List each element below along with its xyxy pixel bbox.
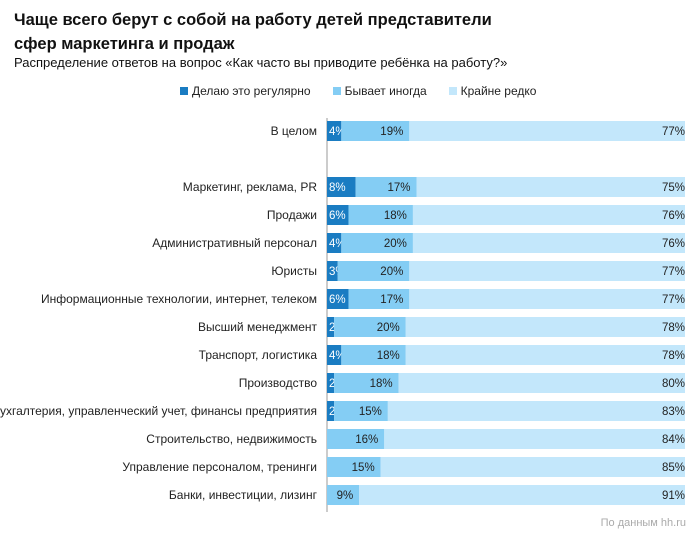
legend-label: Бывает иногда [344, 84, 427, 98]
legend-label: Крайне редко [460, 84, 537, 98]
chart-subtitle: Распределение ответов на вопрос «Как час… [14, 55, 508, 70]
bar-segment [405, 317, 685, 337]
bar-segment [334, 373, 399, 393]
bar-segment [387, 401, 685, 421]
category-label: Маркетинг, реклама, PR [183, 180, 318, 194]
bar-segment [334, 401, 388, 421]
data-label: 83% [662, 406, 685, 418]
category-label: Высший менеджмент [198, 320, 318, 334]
data-label: 15% [359, 406, 382, 418]
data-label: 77% [662, 294, 685, 306]
data-label: 16% [355, 434, 378, 446]
bar-segment [334, 317, 406, 337]
legend-item-regular: Делаю это регулярно [180, 84, 311, 98]
bar-segment [409, 289, 685, 309]
category-label: Юристы [271, 264, 317, 278]
data-label: 80% [662, 378, 685, 390]
bar-segment [327, 121, 342, 141]
legend-swatch-sometimes [332, 87, 341, 95]
bar-segment [327, 373, 335, 393]
bar-segment [348, 205, 413, 225]
data-label: 78% [662, 350, 685, 362]
data-label: 18% [384, 210, 407, 222]
category-label: Информационные технологии, интернет, тел… [41, 292, 317, 306]
data-label: 75% [662, 182, 685, 194]
data-label: 76% [662, 210, 685, 222]
data-label: 18% [370, 378, 393, 390]
bar-segment [412, 205, 685, 225]
bar-segment [327, 205, 349, 225]
data-label: 15% [352, 462, 375, 474]
bar-segment [327, 345, 342, 365]
bar-segment [327, 289, 349, 309]
data-label: 17% [387, 182, 410, 194]
bar-segment [327, 317, 335, 337]
data-label: 6% [329, 210, 346, 222]
category-label: Строительство, недвижимость [146, 432, 317, 446]
data-label: 18% [377, 350, 400, 362]
data-label: 91% [662, 490, 685, 502]
data-label: 76% [662, 238, 685, 250]
category-label: Производство [239, 376, 318, 390]
legend-swatch-regular [180, 87, 188, 95]
legend: Делаю это регулярно Бывает иногда Крайне… [180, 84, 536, 98]
legend-label: Делаю это регулярно [192, 84, 311, 98]
data-label: 17% [380, 294, 403, 306]
data-label: 19% [380, 126, 403, 138]
bar-segment [405, 345, 685, 365]
category-label: Банки, инвестиции, лизинг [169, 488, 318, 502]
bar-segment [380, 457, 685, 477]
data-label: 20% [380, 266, 403, 278]
data-label: 78% [662, 322, 685, 334]
data-label: 77% [662, 126, 685, 138]
category-label: Продажи [267, 208, 317, 222]
chart-title: Чаще всего берут с собой на работу детей… [14, 11, 492, 53]
bar-segment [327, 233, 342, 253]
bar-segment [341, 233, 413, 253]
legend-swatch-rarely [448, 87, 457, 95]
bar-segment [412, 233, 685, 253]
bar-segment [337, 261, 410, 281]
bar-segment [359, 485, 685, 505]
data-label: 8% [329, 182, 346, 194]
category-label: Транспорт, логистика [199, 348, 318, 362]
data-label: 84% [662, 434, 685, 446]
bar-segment [409, 121, 685, 141]
data-label: 20% [384, 238, 407, 250]
bar-segment [398, 373, 685, 393]
data-label: 9% [337, 490, 354, 502]
data-label: 6% [329, 294, 346, 306]
data-label: 20% [377, 322, 400, 334]
category-label: Управление персоналом, тренинги [122, 460, 317, 474]
source-note: По данным hh.ru [600, 517, 686, 529]
bar-segment [355, 177, 417, 197]
bar-segment [327, 401, 335, 421]
data-label: 85% [662, 462, 685, 474]
bar-segment [341, 345, 406, 365]
category-label: Бухгалтерия, управленческий учет, финанс… [0, 404, 317, 418]
category-label: В целом [271, 124, 317, 138]
bar-segment [327, 261, 338, 281]
legend-item-rarely: Крайне редко [448, 84, 537, 98]
bar-segment [348, 289, 410, 309]
bar-segment [327, 177, 356, 197]
category-label: Административный персонал [152, 236, 317, 250]
bar-segment [416, 177, 685, 197]
bar-segment [409, 261, 685, 281]
bar-segment [327, 429, 385, 449]
bar-segment [327, 485, 360, 505]
data-label: 77% [662, 266, 685, 278]
bar-segment [327, 457, 381, 477]
bar-segment [341, 121, 410, 141]
legend-item-sometimes: Бывает иногда [332, 84, 427, 98]
bar-segment [384, 429, 685, 449]
